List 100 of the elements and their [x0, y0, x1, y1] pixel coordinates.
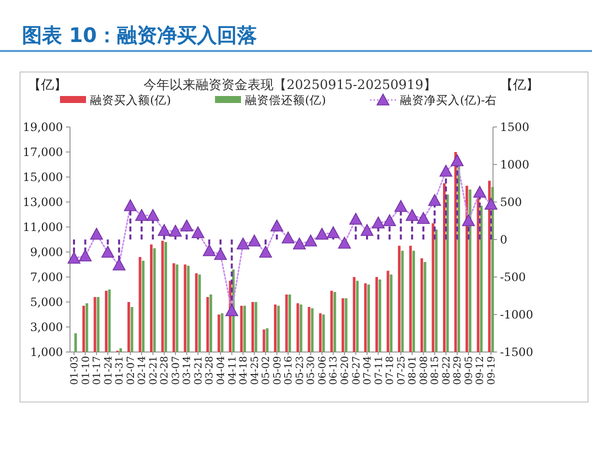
x-tick-label: 08-22: [441, 356, 452, 385]
point: [372, 216, 385, 228]
y2-tick-label: 1500: [500, 120, 530, 134]
point: [225, 304, 238, 316]
x-tick-label: 08-29: [452, 356, 464, 385]
x-tick-label: 08-01: [408, 356, 419, 385]
point: [248, 234, 261, 246]
y2-tick-label: -1000: [500, 308, 534, 322]
x-tick-label: 01-24: [103, 356, 114, 385]
point: [192, 226, 204, 238]
point: [304, 234, 318, 246]
y-tick-label: 3,000: [30, 320, 63, 334]
y-tick-label: 15,000: [22, 170, 63, 184]
point: [78, 250, 92, 262]
x-tick-label: 01-17: [92, 356, 104, 385]
x-tick-label: 08-15: [430, 356, 442, 385]
point: [326, 226, 340, 238]
y-tick-label: 9,000: [30, 245, 63, 259]
x-tick-label: 05-09: [272, 356, 284, 385]
y-tick-label: 17,000: [22, 145, 63, 159]
point: [259, 246, 272, 258]
x-tick-label: 05-30: [306, 356, 318, 385]
x-tick-label: 06-20: [340, 356, 351, 385]
chart-subtitle: 今年以来融资资金表现【20250915-20250919】: [144, 78, 436, 93]
x-tick-label: 07-18: [385, 356, 396, 385]
x-tick-label: 09-12: [475, 356, 486, 385]
point: [169, 224, 182, 237]
point: [68, 252, 80, 264]
y2-tick-label: -1500: [500, 345, 534, 359]
legend-label: 融资净买入(亿)-右: [400, 93, 497, 107]
point: [158, 224, 171, 236]
x-tick-label: 05-02: [261, 356, 272, 385]
point: [135, 209, 148, 221]
point: [180, 220, 194, 232]
point: [383, 214, 396, 226]
x-tick-label: 07-04: [362, 356, 374, 385]
y2-axis-title: 【亿】: [500, 78, 539, 93]
point: [214, 248, 227, 260]
y2-tick-label: 0: [500, 232, 508, 246]
x-tick-label: 05-23: [294, 356, 306, 385]
point: [416, 212, 430, 224]
x-tick-label: 02-21: [148, 356, 160, 385]
x-tick-label: 01-03: [70, 356, 80, 385]
x-tick-label: 03-21: [193, 356, 204, 385]
point: [484, 198, 498, 210]
point: [473, 186, 486, 198]
x-tick-label: 07-25: [396, 356, 408, 385]
x-tick-label: 04-11: [227, 356, 238, 385]
x-tick-label: 06-27: [351, 356, 362, 385]
point: [124, 199, 137, 212]
point: [440, 164, 452, 177]
y-tick-label: 7,000: [30, 270, 63, 284]
x-tick-label: 09-05: [464, 356, 475, 385]
x-tick-label: 06-13: [328, 356, 340, 385]
x-tick-label: 07-11: [374, 356, 385, 385]
point: [101, 246, 114, 258]
x-tick-label: 09-19: [486, 356, 498, 385]
y-tick-label: 5,000: [30, 295, 63, 309]
x-tick-label: 04-04: [216, 356, 228, 385]
legend-label: 融资偿还额(亿): [245, 93, 326, 107]
point: [316, 228, 328, 240]
y2-tick-label: 1000: [500, 158, 530, 172]
point: [462, 214, 475, 226]
point: [394, 200, 408, 212]
point: [202, 244, 216, 256]
legend-label: 融资买入额(亿): [90, 93, 171, 107]
point: [270, 220, 284, 232]
x-tick-label: 02-28: [160, 356, 171, 385]
point: [293, 238, 306, 250]
y-tick-label: 11,000: [22, 220, 63, 234]
point: [282, 232, 295, 244]
chart-title: 图表 10：融资净买入回落: [22, 23, 257, 47]
point: [236, 238, 250, 250]
x-tick-label: 03-14: [182, 356, 194, 385]
point: [349, 212, 362, 225]
point: [360, 224, 374, 236]
x-tick-label: 03-07: [170, 356, 182, 385]
y-axis-title: 【亿】: [28, 78, 67, 93]
x-tick-label: 05-16: [284, 356, 295, 385]
y2-tick-label: -500: [500, 270, 526, 284]
y-tick-label: 1,000: [30, 345, 63, 359]
point: [90, 228, 103, 240]
point: [406, 209, 419, 221]
x-tick-label: 08-08: [418, 356, 430, 385]
x-tick-label: 02-07: [126, 356, 137, 385]
x-tick-label: 02-14: [137, 356, 148, 385]
x-tick-label: 04-25: [250, 356, 261, 385]
x-tick-label: 06-06: [317, 356, 328, 385]
point: [338, 236, 351, 249]
point: [428, 194, 442, 206]
x-tick-label: 01-10: [80, 356, 92, 385]
x-tick-label: 01-31: [114, 356, 126, 385]
y2-tick-label: 500: [500, 195, 522, 209]
y-tick-label: 19,000: [22, 120, 63, 134]
point: [450, 154, 464, 166]
point: [112, 258, 126, 270]
x-tick-label: 04-18: [238, 356, 250, 385]
point: [146, 209, 160, 221]
x-tick-label: 03-28: [204, 356, 216, 385]
y-tick-label: 13,000: [22, 195, 63, 209]
